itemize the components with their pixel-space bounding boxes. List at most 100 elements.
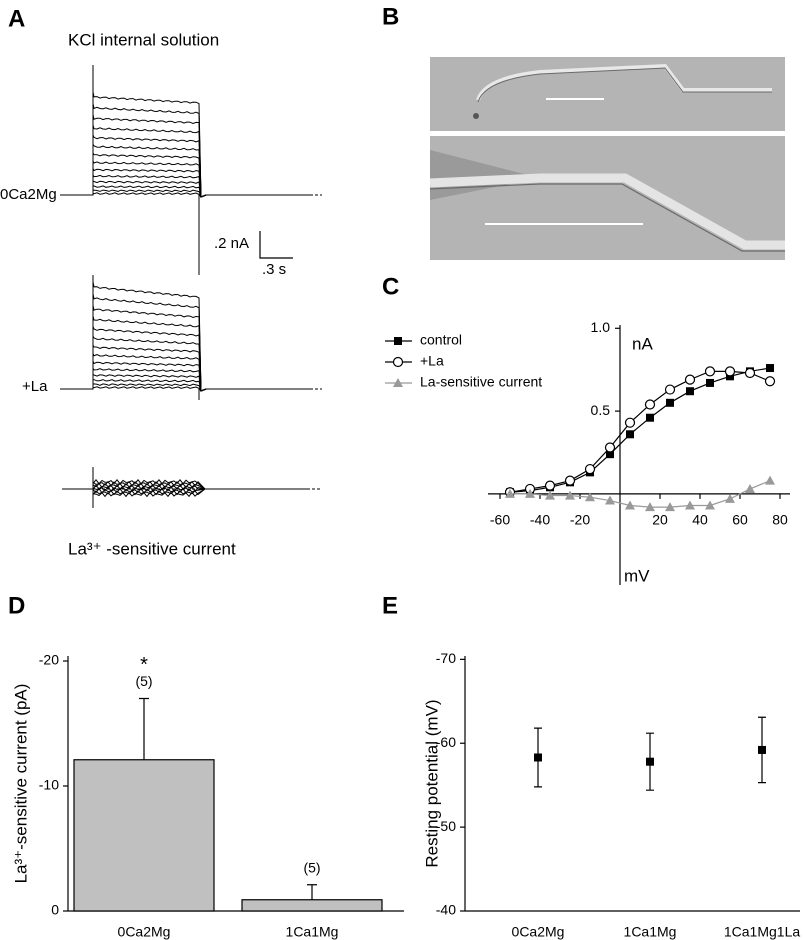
trace-label: 0Ca2Mg <box>0 186 57 203</box>
point <box>534 753 542 762</box>
marker <box>525 488 535 498</box>
marker <box>645 502 655 512</box>
marker <box>606 450 614 459</box>
panel-letter: B <box>382 3 399 30</box>
marker <box>765 475 775 485</box>
current-trace <box>62 487 310 494</box>
y-tick-label: -40 <box>436 902 456 918</box>
marker <box>505 488 515 498</box>
current-trace <box>60 114 310 198</box>
x-tick-label: 1Ca1Mg <box>624 924 677 940</box>
y-tick-label: -10 <box>39 777 59 793</box>
x-tick-label: 40 <box>692 512 708 528</box>
legend-label: La-sensitive current <box>420 374 542 390</box>
marker <box>644 399 656 410</box>
current-trace <box>60 185 310 198</box>
marker <box>665 502 675 512</box>
marker <box>604 442 616 453</box>
current-trace <box>60 316 310 392</box>
current-trace <box>62 478 310 490</box>
fiber <box>476 63 772 101</box>
scale-bar <box>259 231 293 259</box>
x-tick-label: 1Ca1Mg1La <box>724 924 800 940</box>
point <box>758 745 766 754</box>
marker <box>585 492 595 502</box>
fiber <box>429 173 785 250</box>
current-trace <box>60 293 310 392</box>
marker <box>706 378 714 387</box>
current-trace <box>60 353 310 392</box>
panel-letter: E <box>382 592 398 619</box>
current-trace <box>60 334 310 392</box>
current-trace <box>62 488 310 498</box>
series-line <box>509 367 771 493</box>
current-trace <box>60 151 310 198</box>
significance: * <box>140 654 148 676</box>
current-trace <box>60 386 310 392</box>
x-tick-label: 0Ca2Mg <box>118 924 171 940</box>
y-tick-label: 1.0 <box>591 319 611 335</box>
panel-letter: D <box>8 592 25 619</box>
current-trace <box>60 91 310 198</box>
y-axis-label: La³⁺-sensitive current (pA) <box>11 684 30 884</box>
marker <box>705 500 715 510</box>
error-bar <box>307 884 317 900</box>
marker <box>605 495 615 505</box>
legend-marker <box>392 356 404 368</box>
current-trace <box>60 326 310 392</box>
current-trace <box>60 103 310 198</box>
current-trace <box>60 366 310 392</box>
current-trace <box>60 192 310 198</box>
bar <box>73 759 215 912</box>
marker <box>664 384 676 395</box>
current-trace <box>60 173 310 198</box>
y-axis-label: Resting potential (mV) <box>422 699 441 867</box>
legend-label: +La <box>420 353 444 369</box>
panel-letter: A <box>8 5 25 32</box>
current-trace <box>60 142 310 198</box>
marker <box>666 398 674 407</box>
x-unit: mV <box>624 566 650 585</box>
n-label: (5) <box>303 859 320 875</box>
x-tick-label: 80 <box>772 512 788 528</box>
marker <box>624 417 636 428</box>
marker <box>625 500 635 510</box>
current-trace <box>62 480 310 490</box>
n-label: (5) <box>135 673 152 689</box>
current-traces <box>60 65 322 508</box>
bar <box>241 899 383 912</box>
current-trace <box>60 134 310 198</box>
marker <box>764 376 776 387</box>
marker <box>646 413 654 422</box>
trace-label: +La <box>22 378 48 395</box>
debris <box>473 113 479 119</box>
current-trace <box>60 305 310 392</box>
marker <box>626 430 634 439</box>
y-tick-label: -70 <box>436 650 456 666</box>
current-trace <box>60 124 310 198</box>
y-tick-label: -20 <box>39 652 59 668</box>
current-trace <box>60 160 310 198</box>
point <box>646 757 654 766</box>
x-tick-label: -40 <box>530 512 550 528</box>
marker <box>686 387 694 396</box>
y-tick-label: 0.5 <box>591 402 611 418</box>
marker <box>565 490 575 500</box>
fiber-edge <box>477 67 772 103</box>
current-trace <box>60 180 310 198</box>
marker <box>725 493 735 503</box>
marker <box>684 374 696 385</box>
micrograph <box>429 57 785 260</box>
current-trace <box>62 484 310 491</box>
marker <box>724 366 736 377</box>
current-trace <box>60 168 310 198</box>
current-trace <box>62 482 310 490</box>
panel-letter: C <box>382 273 399 300</box>
legend-marker <box>394 337 402 345</box>
x-tick-label: 0Ca2Mg <box>512 924 565 940</box>
x-tick-label: 60 <box>732 512 748 528</box>
marker <box>685 500 695 510</box>
scale-label: .3 s <box>262 261 286 278</box>
